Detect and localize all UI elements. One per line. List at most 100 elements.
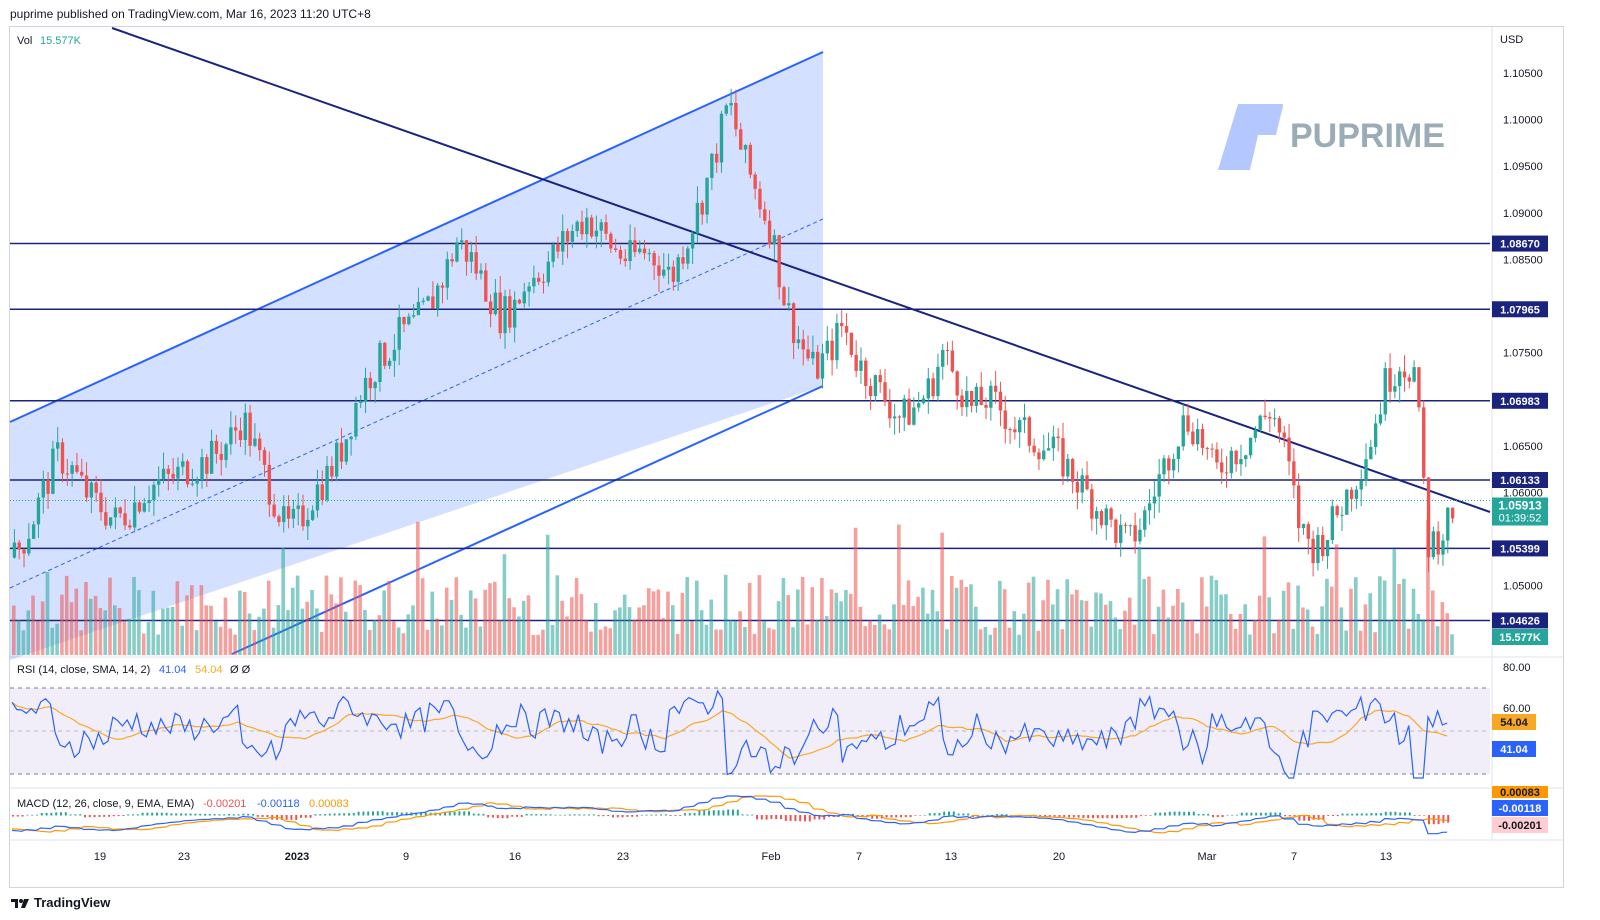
candle-body (589, 217, 594, 237)
volume-bar (1012, 611, 1017, 655)
candle-body (623, 258, 627, 262)
volume-bar (1224, 594, 1228, 655)
macd-hist-bar (232, 814, 235, 816)
macd-hist-bar (1106, 815, 1109, 819)
macd-hist-bar (132, 814, 134, 816)
volume-bar (464, 627, 468, 655)
volume-bar (699, 610, 704, 655)
macd-hist-bar (957, 813, 960, 816)
volume-bar (339, 577, 343, 655)
macd-hist-bar (770, 815, 773, 819)
macd-hist-bar (948, 811, 950, 816)
tradingview-brand[interactable]: TradingView (34, 895, 111, 910)
volume-bar (901, 604, 906, 655)
candle-body (1080, 475, 1084, 493)
volume-bar (108, 577, 112, 655)
candle-body (878, 375, 882, 383)
volume-bar (1065, 579, 1069, 655)
macd-hist-bar (1351, 813, 1354, 816)
volume-bar (1171, 605, 1175, 655)
candle-body (782, 287, 786, 306)
macd-hist-bar (228, 814, 230, 816)
candle-body (859, 360, 863, 371)
macd-hist-bar (391, 812, 394, 816)
candle-body (1398, 371, 1402, 387)
candle-body (979, 386, 983, 405)
macd-hist-bar (1332, 815, 1334, 816)
time-tick: 2023 (285, 851, 309, 863)
macd-hist-bar (1178, 811, 1181, 816)
volume-bar (435, 618, 439, 655)
volume-bar (127, 618, 132, 655)
candle-body (373, 382, 377, 389)
volume-bar (444, 587, 449, 655)
volume-bar (1127, 597, 1132, 655)
volume-bar (940, 532, 944, 655)
volume-bar (733, 620, 738, 655)
volume-bar (810, 587, 815, 655)
macd-hist-bar (1442, 815, 1445, 823)
macd-hist-bar (69, 814, 72, 816)
time-tick: Mar (1198, 851, 1217, 863)
macd-hist-bar (813, 815, 816, 820)
price-tick: 1.10000 (1503, 115, 1543, 127)
macd-hist-bar (544, 814, 547, 816)
volume-bar (1411, 588, 1416, 655)
volume-bar (1036, 630, 1041, 655)
macd-hist-bar (852, 813, 854, 816)
candle-body (1239, 459, 1243, 465)
volume-bar (646, 588, 651, 655)
macd-hist-bar (1375, 813, 1378, 816)
volume-bar (969, 584, 973, 655)
volume-bar (266, 580, 271, 655)
volume-bar (911, 606, 916, 655)
rsi-legend-sma: 54.04 (195, 664, 223, 676)
macd-hist-tag-label: -0.00201 (1498, 820, 1541, 832)
candle-body (190, 483, 195, 485)
candle-body (94, 482, 98, 493)
volume-bar (459, 614, 463, 655)
macd-hist-bar (1125, 815, 1128, 818)
macd-hist-bar (986, 814, 989, 816)
volume-bar (454, 577, 459, 655)
macd-hist-bar (1000, 814, 1003, 816)
candle-body (710, 153, 714, 178)
macd-hist-bar (664, 814, 667, 816)
chart-frame (9, 26, 1564, 888)
volume-bar (1387, 619, 1392, 655)
macd-hist-bar (1428, 815, 1430, 825)
volume-bar (1026, 582, 1031, 655)
candle-body (253, 438, 257, 446)
candle-body (974, 386, 979, 406)
macd-hist-bar (1260, 812, 1262, 816)
macd-hist-bar (525, 813, 528, 816)
macd-hist-bar (578, 814, 581, 816)
macd-hist-bar (1226, 814, 1229, 816)
macd-signal-line (11, 795, 1448, 834)
candle-body (801, 339, 805, 350)
level-label: 1.06983 (1500, 396, 1540, 408)
candle-body (561, 231, 565, 252)
volume-bar (1281, 590, 1286, 655)
trading-chart[interactable]: PUPRIME 1.08670 1.07965 1.06983 1.06133 1.053… (0, 0, 1600, 890)
volume-bar (1430, 590, 1435, 655)
macd-hist-bar (151, 812, 154, 816)
candle-body (1013, 429, 1017, 433)
macd-hist-bar (1312, 815, 1315, 820)
candle-body (835, 322, 839, 361)
macd-hist-bar (1346, 813, 1349, 816)
volume-bar (560, 600, 564, 655)
volume-bar (1103, 604, 1108, 655)
candle-body (1268, 417, 1272, 419)
volume-bar (594, 603, 598, 655)
candle-body (1446, 507, 1450, 541)
volume-bar (743, 626, 747, 655)
volume-bar (396, 627, 401, 655)
macd-hist-bar (79, 814, 82, 816)
candle-body (1277, 418, 1282, 433)
candle-body (56, 442, 60, 449)
candle-body (1436, 531, 1440, 555)
candle-body (1195, 429, 1200, 445)
tradingview-logo-icon (11, 898, 29, 908)
macd-hist-bar (453, 812, 456, 816)
